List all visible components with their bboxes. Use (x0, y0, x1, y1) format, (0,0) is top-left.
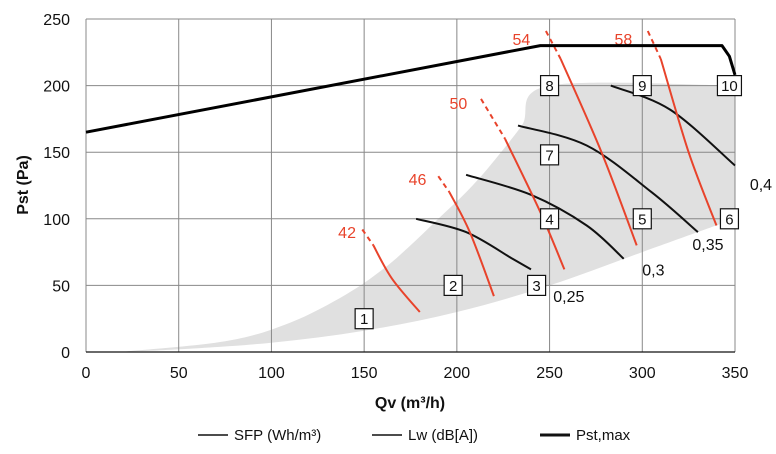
y-tick-label: 200 (43, 79, 70, 96)
y-tick-label: 100 (43, 212, 70, 229)
operating-point-box (632, 74, 652, 97)
operating-point-box (716, 74, 743, 97)
operating-area-layer (119, 82, 735, 352)
y-axis-title: Pst (Pa) (15, 155, 32, 215)
operating-point-box (632, 208, 652, 230)
operating-point-4: 4 (539, 208, 560, 230)
sfp-curve (517, 124, 699, 233)
operating-point-label: 3 (532, 278, 540, 295)
x-tick-label: 350 (722, 365, 749, 382)
x-axis-title: Qv (m³/h) (375, 395, 445, 412)
operating-point-label: 5 (638, 211, 646, 228)
legend: SFP (Wh/m³) Lw (dB[A]) Pst,max (198, 427, 631, 444)
operating-point-label: 6 (725, 211, 733, 228)
operating-point-label: 2 (449, 278, 457, 295)
sfp-curve-label: 0,25 (553, 289, 584, 306)
lw-curve (448, 191, 495, 297)
x-tick-label: 150 (351, 365, 378, 382)
operating-point-box (526, 274, 547, 296)
operating-point-label: 10 (721, 78, 738, 95)
x-tick-label: 0 (82, 365, 91, 382)
operating-area (119, 82, 735, 352)
operating-point-box (539, 144, 560, 166)
operating-point-box (539, 208, 560, 230)
x-tick-label: 100 (258, 365, 285, 382)
legend-label: Lw (dB[A]) (408, 427, 478, 444)
operating-point-1: 1 (354, 308, 374, 330)
operating-point-label: 8 (545, 78, 553, 95)
operating-point-label: 1 (360, 311, 368, 328)
sfp-curve (415, 217, 532, 271)
lw-curve-label: 46 (409, 172, 427, 189)
y-tick-label: 50 (52, 278, 70, 295)
x-tick-label: 50 (170, 365, 188, 382)
legend-label: SFP (Wh/m³) (234, 427, 321, 444)
y-tick-label: 0 (61, 345, 70, 362)
operating-point-label: 4 (545, 211, 553, 228)
x-tick-label: 250 (536, 365, 563, 382)
operating-point-label: 7 (545, 147, 553, 164)
lw-curve (372, 244, 421, 313)
operating-point-box (719, 208, 740, 230)
y-tick-label: 250 (43, 12, 70, 29)
operating-point-6: 6 (719, 208, 740, 230)
operating-point-box (354, 308, 374, 330)
operating-point-8: 8 (539, 74, 560, 97)
lw-curve (559, 58, 638, 246)
lw-curve (659, 58, 718, 226)
operating-point-2: 2 (443, 274, 463, 296)
point-labels: 1 2 3 4 5 6 7 8 9 10 (354, 74, 743, 330)
lw-curve-label: 50 (449, 96, 467, 113)
operating-point-7: 7 (539, 144, 560, 166)
operating-point-3: 3 (526, 274, 547, 296)
sfp-curve-label: 0,35 (692, 237, 723, 254)
lw-curve-dashed (480, 98, 506, 140)
y-tick-label: 150 (43, 145, 70, 162)
operating-point-box (539, 74, 560, 97)
lw-curve-dashed (361, 228, 375, 246)
lw-curve-label: 54 (512, 32, 530, 49)
sfp-curve-label: 0,3 (642, 262, 664, 279)
sfp-curve-label: 0,4 (750, 177, 772, 194)
x-tick-label: 300 (629, 365, 656, 382)
operating-point-9: 9 (632, 74, 652, 97)
operating-point-box (443, 274, 463, 296)
lw-curve-label: 42 (338, 225, 356, 242)
lw-curve-dashed (437, 175, 451, 193)
pst-max-curve (85, 44, 737, 134)
x-tick-label: 200 (444, 365, 471, 382)
sfp-curve (610, 84, 736, 167)
operating-point-5: 5 (632, 208, 652, 230)
operating-point-10: 10 (716, 74, 743, 97)
sfp-curve (465, 173, 625, 260)
operating-point-label: 9 (638, 78, 646, 95)
legend-label: Pst,max (576, 427, 631, 444)
